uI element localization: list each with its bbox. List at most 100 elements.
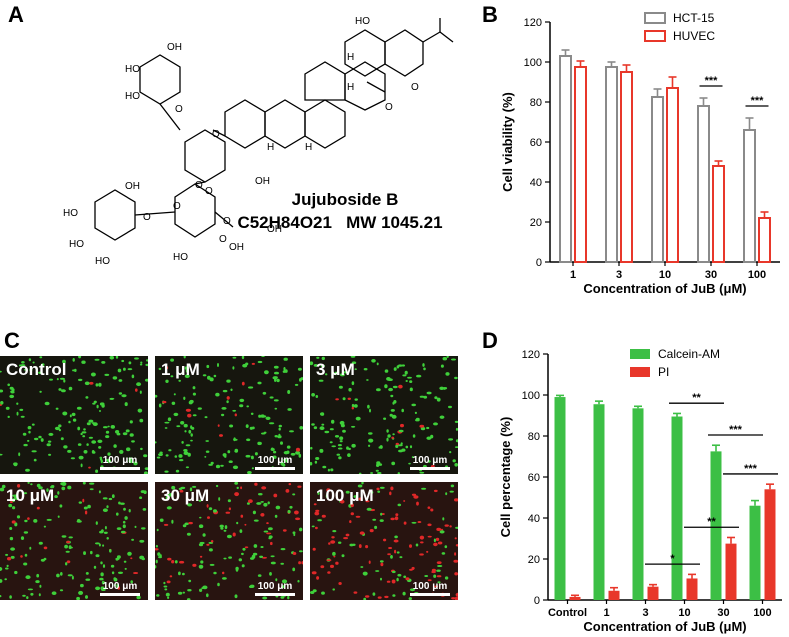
chart-b: 0 20 40 60 80 100 120 1 3 10 30 100 HCT-15 HUVEC *** **… [500, 11, 780, 296]
x-tick-label: 3 [616, 269, 622, 281]
y-tick-label: 60 [528, 472, 540, 484]
significance-label: * [670, 553, 675, 565]
significance-label: ** [692, 392, 701, 404]
scale-bar-label: 100 μm [412, 455, 448, 466]
y-tick-label: 0 [536, 257, 542, 269]
significance-label: *** [744, 463, 758, 475]
panel-label-c: C [4, 328, 20, 353]
scale-bar-line [410, 593, 450, 596]
bar [686, 578, 698, 600]
micrograph: 10 μM 100 μm [0, 482, 148, 600]
legend-label: HUVEC [673, 29, 715, 43]
micrograph-label: 30 μM [161, 486, 210, 505]
bar [574, 66, 587, 263]
cell-field [310, 482, 458, 600]
atom-label: O [173, 201, 181, 212]
molecule-name: Jujuboside B [291, 190, 399, 209]
atom-label: HO [125, 91, 140, 102]
scale-bar-line [100, 467, 140, 470]
scale-bar: 100 μm [255, 455, 295, 470]
bar [712, 165, 725, 263]
atom-label: OH [267, 224, 282, 235]
panel-label-b: B [482, 2, 498, 27]
bar [743, 129, 756, 263]
cell-field [0, 356, 148, 474]
atom-label: HO [355, 16, 370, 27]
scale-bar-line [100, 593, 140, 596]
x-tick-label: 10 [678, 607, 690, 619]
atom-label: HO [69, 239, 84, 250]
bar [559, 55, 572, 263]
y-tick-label: 20 [528, 554, 540, 566]
scale-bar: 100 μm [100, 455, 140, 470]
atom-label: H [347, 52, 354, 63]
x-tick-label: Control [548, 607, 587, 619]
bar [671, 416, 683, 600]
scale-bar-line [410, 467, 450, 470]
y-tick-label: 120 [524, 17, 542, 29]
scale-bar-label: 100 μm [257, 455, 293, 466]
micrograph-grid: Control 100 μm 1 μM 100 μm 3 μM 100 μm 10 μM 10… [0, 356, 458, 606]
x-tick-label: 100 [748, 269, 766, 281]
scale-bar: 100 μm [410, 455, 450, 470]
bar [647, 586, 659, 600]
micrograph-label: 10 μM [6, 486, 55, 505]
bar [651, 96, 664, 263]
bar [569, 596, 581, 600]
chart-d: 0 20 40 60 80 100 120 Control 1 3 10 30 100 Calcein-A… [498, 347, 782, 634]
legend-swatch [644, 30, 666, 42]
y-axis-title: Cell percentage (%) [498, 417, 513, 538]
atom-label: OH [255, 176, 270, 187]
y-tick-label: 40 [528, 513, 540, 525]
x-tick-label: 100 [753, 607, 771, 619]
atom-label: O [195, 180, 203, 191]
micrograph-label: 1 μM [161, 360, 200, 379]
y-tick-label: 100 [524, 57, 542, 69]
molecule-formula: C52H84O21 [237, 213, 332, 232]
micrograph: 3 μM 100 μm [310, 356, 458, 474]
significance-label: ** [707, 516, 716, 528]
atom-label: HO [173, 252, 188, 263]
cell-field [155, 356, 303, 474]
legend-swatch [630, 367, 650, 377]
legend-swatch [644, 12, 666, 24]
y-tick-label: 80 [530, 97, 542, 109]
atom-label: O [219, 234, 227, 245]
atom-label: OH [167, 42, 182, 53]
bar [764, 489, 776, 600]
legend-label: HCT-15 [673, 11, 715, 25]
atom-label: H [347, 82, 354, 93]
scale-bar-line [255, 593, 295, 596]
legend-swatch [630, 349, 650, 359]
significance-label: *** [751, 95, 765, 107]
bar [593, 404, 605, 600]
scale-bar-label: 100 μm [102, 455, 138, 466]
x-tick-label: 1 [570, 269, 576, 281]
y-tick-label: 20 [530, 217, 542, 229]
y-tick-label: 80 [528, 431, 540, 443]
atom-label: HO [125, 64, 140, 75]
x-axis-title: Concentration of JuB (μM) [583, 281, 746, 296]
atom-label: HO [63, 208, 78, 219]
bar [554, 397, 566, 600]
atom-label: O [385, 102, 393, 113]
bar [758, 217, 771, 263]
y-tick-label: 120 [522, 349, 540, 361]
bar [605, 66, 618, 263]
significance-label: *** [705, 75, 719, 87]
bar [632, 408, 644, 600]
y-tick-label: 40 [530, 177, 542, 189]
cell-field [310, 356, 458, 474]
x-axis-title: Concentration of JuB (μM) [583, 619, 746, 634]
scale-bar: 100 μm [410, 581, 450, 596]
y-tick-label: 100 [522, 390, 540, 402]
bar [620, 71, 633, 263]
atom-label: H [267, 142, 274, 153]
micrograph: 100 μM 100 μm [310, 482, 458, 600]
bar [697, 105, 710, 263]
scale-bar-label: 100 μm [102, 581, 138, 592]
cell-field [155, 482, 303, 600]
micrograph-label: 100 μM [316, 486, 374, 505]
scale-bar-label: 100 μm [257, 581, 293, 592]
micrograph: 1 μM 100 μm [155, 356, 303, 474]
